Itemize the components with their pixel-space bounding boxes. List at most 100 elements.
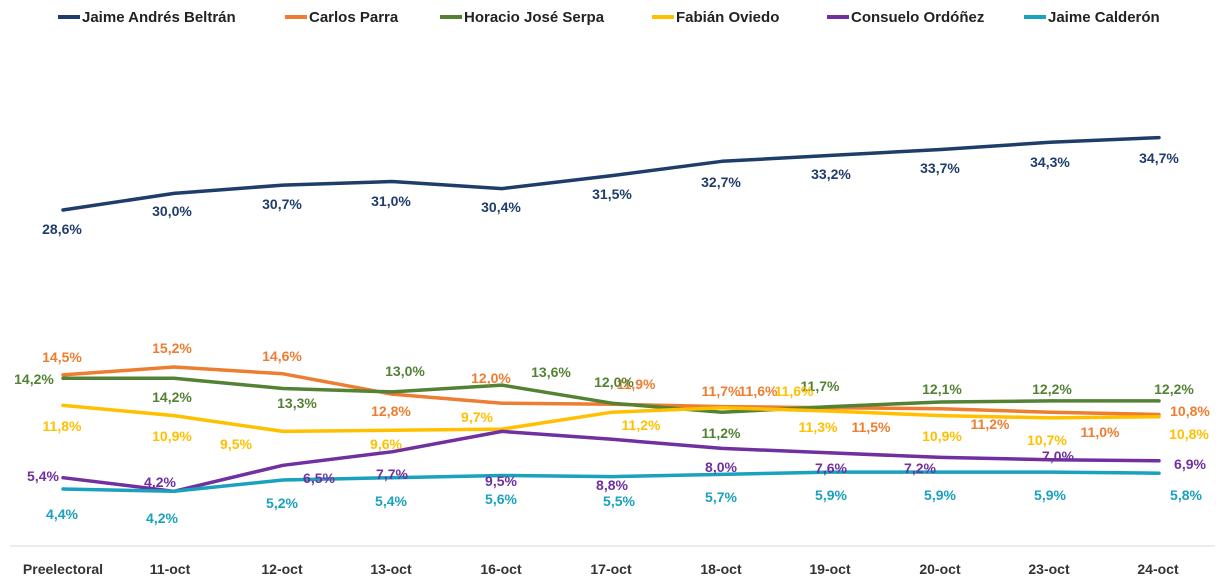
series-line [61, 470, 1161, 494]
data-label: 10,8% [1169, 426, 1209, 442]
data-label: 12,0% [471, 370, 511, 386]
data-label: 34,3% [1030, 154, 1070, 170]
legend-item: Jaime Andrés Beltrán [58, 9, 236, 26]
x-tick-label: 23-oct [1028, 561, 1070, 577]
data-label: 4,4% [46, 506, 78, 522]
series-line [61, 403, 1161, 434]
data-label: 9,5% [220, 436, 252, 452]
data-label: 8,8% [596, 477, 628, 493]
data-label: 9,7% [461, 409, 493, 425]
x-tick-label: 24-oct [1137, 561, 1179, 577]
data-label: 7,7% [376, 466, 408, 482]
x-tick-label: 12-oct [261, 561, 303, 577]
legend-label: Horacio José Serpa [464, 9, 605, 26]
data-label: 5,4% [375, 493, 407, 509]
data-label: 11,0% [1081, 424, 1120, 440]
data-label: 11,7% [702, 383, 741, 399]
data-label: 5,7% [705, 489, 737, 505]
data-label: 5,6% [485, 491, 517, 507]
data-label: 13,0% [385, 363, 425, 379]
data-label: 34,7% [1139, 150, 1179, 166]
series-line [61, 429, 1161, 494]
legend-label: Carlos Parra [309, 9, 399, 26]
legend-item: Jaime Calderón [1024, 9, 1160, 26]
data-label: 31,0% [371, 193, 411, 209]
legend-label: Jaime Calderón [1048, 9, 1160, 26]
data-label: 31,5% [592, 186, 632, 202]
data-label: 12,1% [922, 381, 962, 397]
data-label: 5,4% [27, 468, 59, 484]
data-label: 5,5% [603, 493, 635, 509]
legend-item: Horacio José Serpa [440, 9, 605, 26]
x-tick-label: Preelectoral [23, 561, 103, 577]
data-label: 11,2% [622, 417, 661, 433]
data-label: 33,7% [920, 160, 960, 176]
data-label: 9,6% [370, 436, 402, 452]
x-tick-label: 13-oct [370, 561, 412, 577]
data-label: 15,2% [152, 340, 192, 356]
data-label: 12,0% [594, 374, 634, 390]
data-label: 4,2% [146, 510, 178, 526]
data-label: 14,6% [262, 348, 302, 364]
x-tick-label: 20-oct [919, 561, 961, 577]
data-labels: 28,6% 30,0% 30,7% 31,0% 30,4% 31,5% 32,7% 33,2%… [14, 150, 1210, 526]
chart-series-lines [61, 135, 1161, 494]
data-label: 5,9% [924, 487, 956, 503]
chart-legend: Jaime Andrés Beltrán Carlos Parra Horacio … [58, 9, 1160, 26]
data-label: 12,2% [1154, 381, 1194, 397]
data-label: 5,2% [266, 495, 298, 511]
x-tick-label: 16-oct [480, 561, 522, 577]
data-label: 7,6% [815, 460, 847, 476]
legend-item: Fabián Oviedo [652, 9, 779, 26]
legend-label: Consuelo Ordóñez [851, 9, 984, 26]
data-label: 7,2% [904, 460, 936, 476]
data-label: 14,2% [152, 389, 192, 405]
data-label: 11,6% [775, 383, 814, 399]
data-label: 14,2% [14, 371, 54, 387]
data-label: 10,9% [152, 428, 192, 444]
data-label: 11,9% [617, 376, 656, 392]
series-line [61, 376, 1161, 414]
data-label: 13,6% [531, 364, 571, 380]
x-axis-tick-labels: Preelectoral 11-oct 12-oct 13-oct 16-oct 17-o… [23, 561, 1179, 577]
data-label: 11,2% [702, 425, 741, 441]
data-label: 11,5% [852, 419, 891, 435]
x-tick-label: 18-oct [700, 561, 742, 577]
data-label: 28,6% [42, 221, 82, 237]
legend-item: Consuelo Ordóñez [827, 9, 984, 26]
data-label: 33,2% [811, 166, 851, 182]
data-label: 11,7% [801, 378, 840, 394]
data-label: 10,7% [1027, 432, 1067, 448]
data-label: 11,8% [43, 418, 82, 434]
data-label: 32,7% [701, 174, 741, 190]
data-label: 6,9% [1174, 456, 1206, 472]
data-label: 12,2% [1032, 381, 1072, 397]
x-tick-label: 19-oct [809, 561, 851, 577]
legend-label: Fabián Oviedo [676, 9, 779, 26]
data-label: 13,3% [277, 395, 317, 411]
data-label: 12,8% [371, 403, 411, 419]
data-label: 10,8% [1170, 403, 1210, 419]
x-tick-label: 17-oct [590, 561, 632, 577]
data-label: 9,5% [485, 473, 517, 489]
x-tick-label: 11-oct [150, 561, 191, 577]
data-label: 11,2% [971, 416, 1010, 432]
data-label: 30,4% [481, 199, 521, 215]
series-line [61, 135, 1161, 212]
data-label: 11,6% [739, 383, 778, 399]
data-label: 4,2% [144, 474, 176, 490]
legend-item: Carlos Parra [285, 9, 399, 26]
data-label: 5,9% [1034, 487, 1066, 503]
data-label: 30,0% [152, 203, 192, 219]
data-label: 14,5% [42, 349, 82, 365]
data-label: 5,8% [1170, 487, 1202, 503]
data-label: 5,9% [815, 487, 847, 503]
data-label: 30,7% [262, 196, 302, 212]
data-label: 10,9% [922, 428, 962, 444]
data-label: 6,5% [303, 470, 335, 486]
legend-label: Jaime Andrés Beltrán [82, 9, 236, 26]
data-label: 7,0% [1042, 448, 1074, 464]
data-label: 8,0% [705, 459, 737, 475]
data-label: 11,3% [799, 419, 838, 435]
